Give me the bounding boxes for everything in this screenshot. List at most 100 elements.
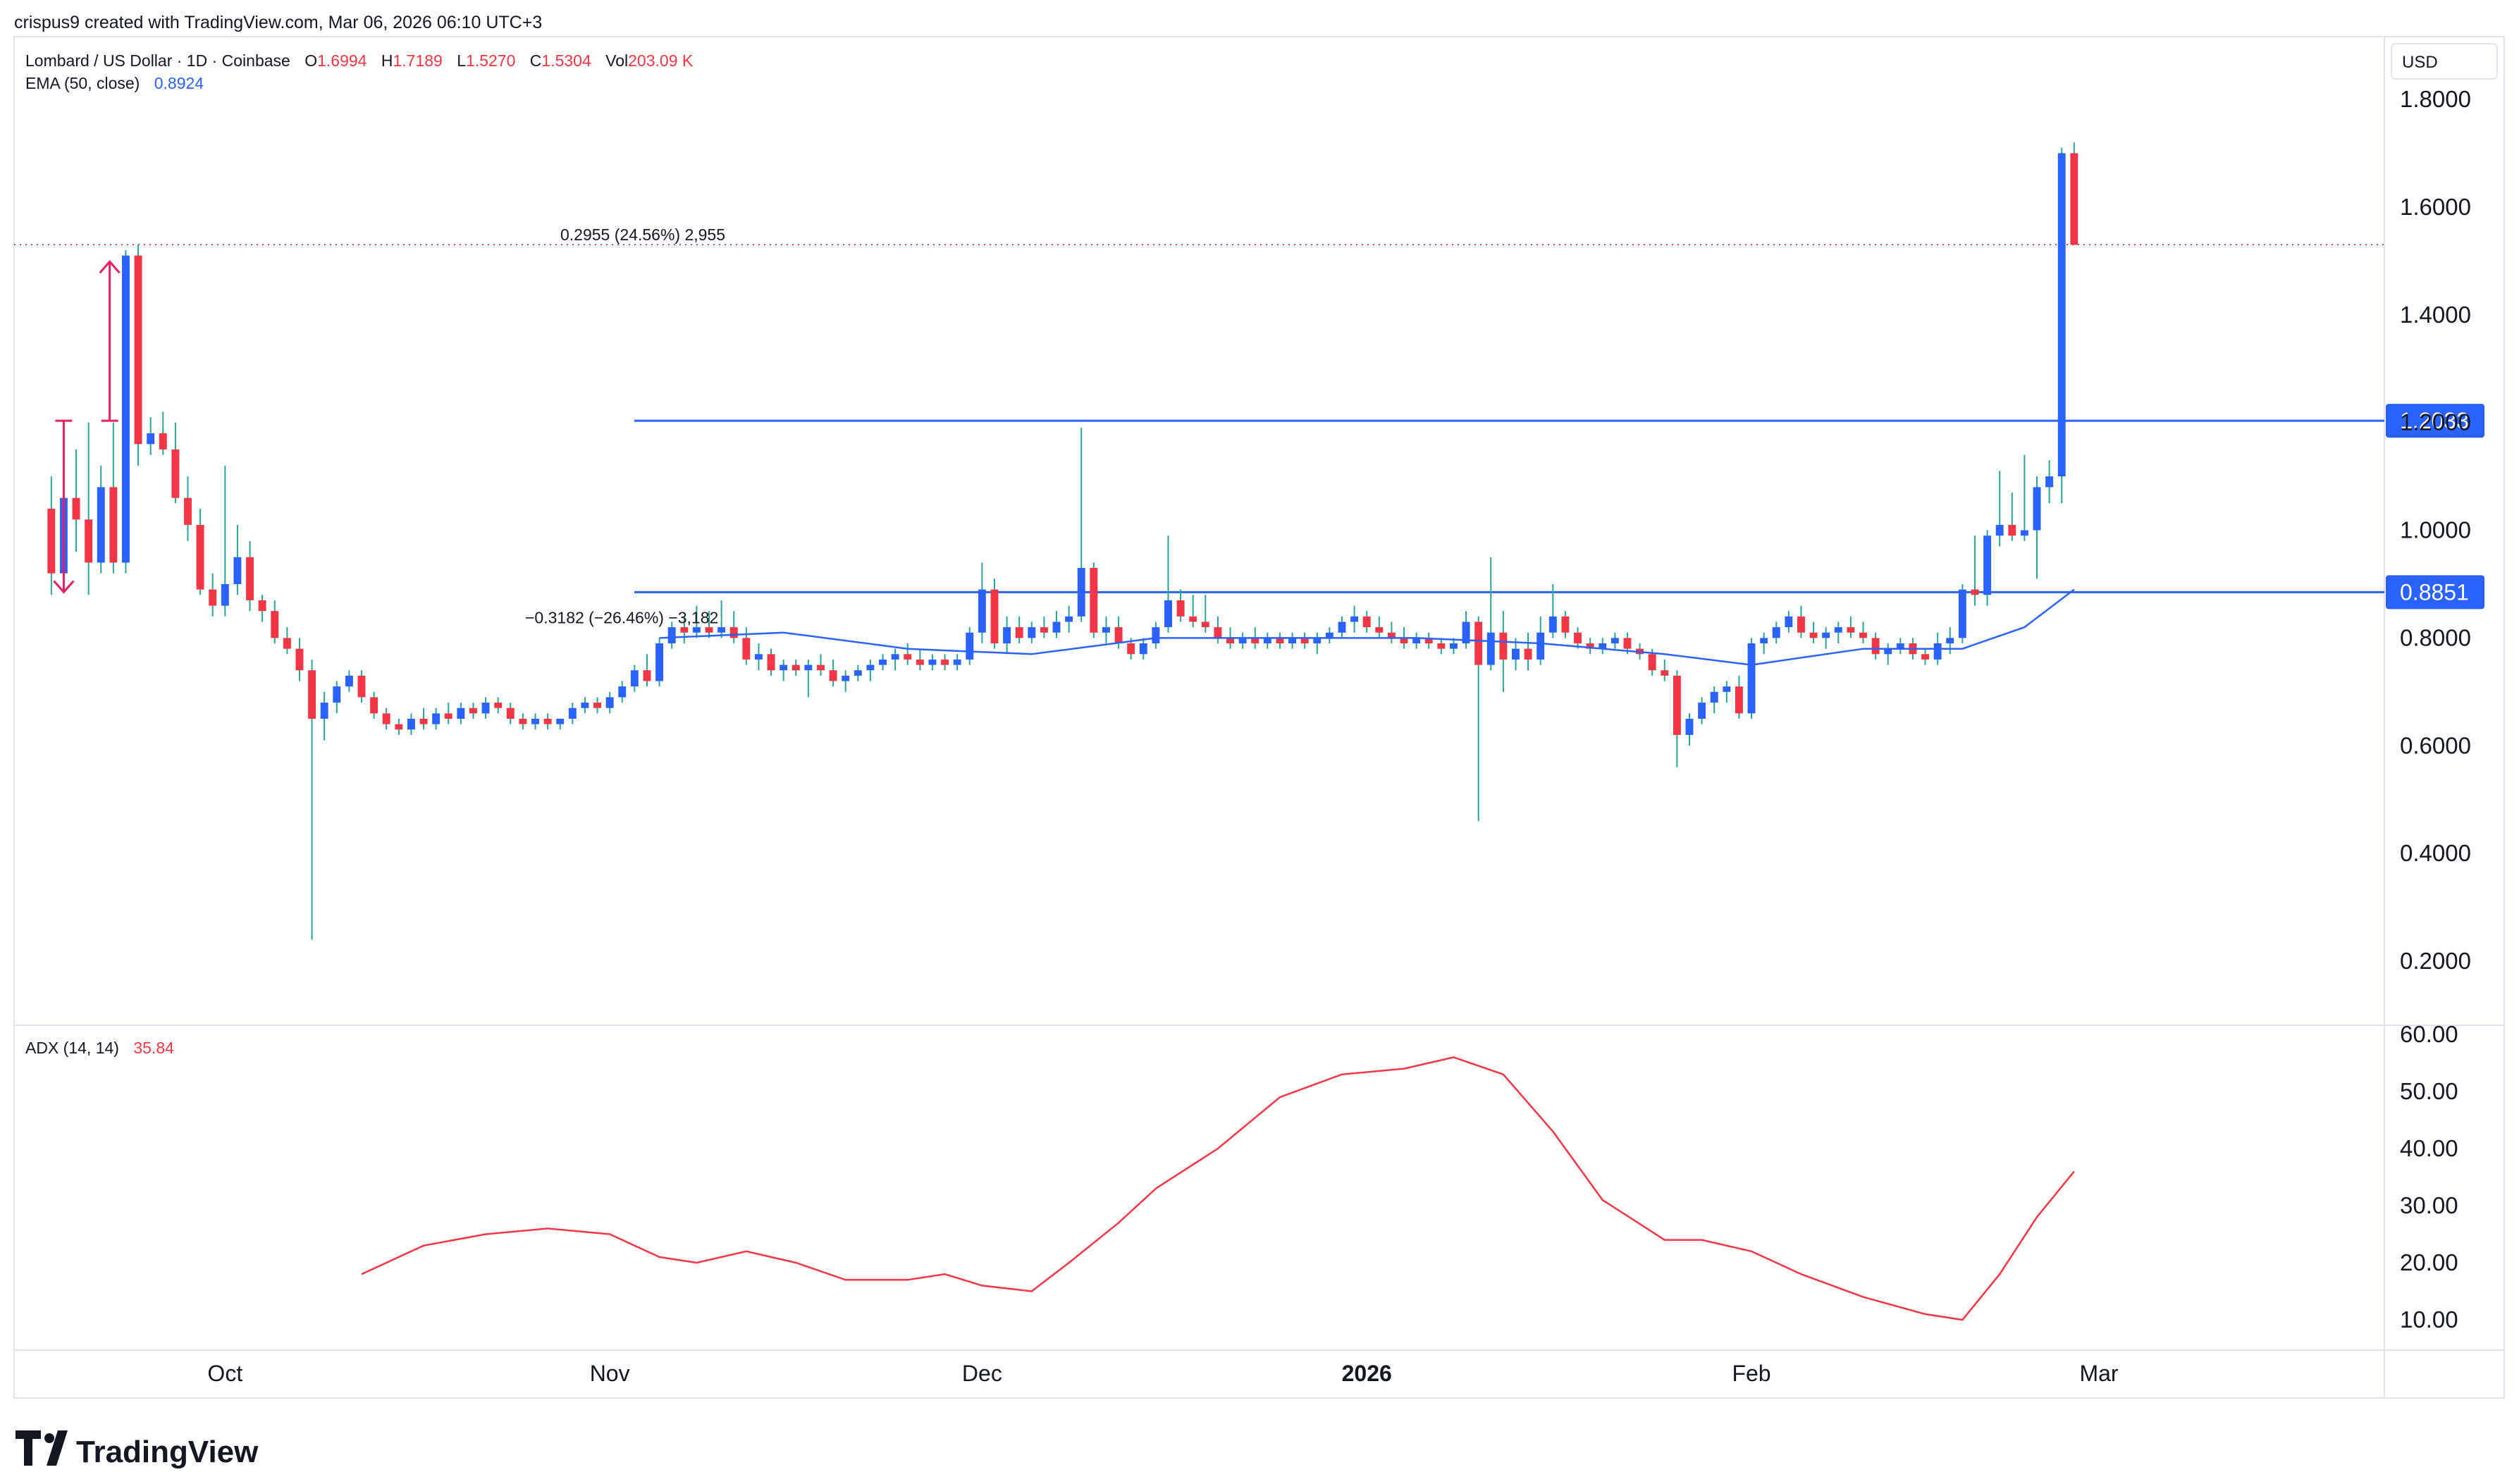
candle-body (928, 659, 937, 665)
candle-body (1114, 627, 1123, 644)
candle-body (481, 703, 490, 714)
credit-text: crispus9 created with TradingView.com, M… (14, 13, 542, 32)
candle-body (1623, 638, 1632, 649)
price-badge (2386, 575, 2484, 610)
candle-body (494, 703, 503, 708)
candle-body (1673, 675, 1681, 735)
price-tick-label: 1.8000 (2400, 86, 2471, 112)
candle-body (1412, 638, 1421, 644)
legend-l-value: 1.5270 (466, 51, 515, 70)
candle-body (1102, 627, 1110, 633)
candle-body (1610, 638, 1619, 644)
candle-body (1362, 616, 1371, 628)
candle-body (1449, 643, 1458, 649)
candle-body (1499, 632, 1508, 660)
candle-body (754, 654, 763, 660)
candle-body (1847, 627, 1855, 633)
ema-legend-row: EMA (50, close) 0.8924 (25, 74, 204, 92)
candle-body (1003, 627, 1011, 644)
candle-body (2057, 153, 2066, 477)
candle-body (1983, 536, 1992, 595)
candle-body (556, 719, 565, 724)
currency-badge[interactable] (2391, 43, 2498, 80)
candle-body (1226, 638, 1234, 644)
candle-body (829, 670, 837, 681)
candle-body (159, 433, 167, 450)
price-badge (2386, 404, 2484, 438)
price-tick-label: 0.2000 (2400, 948, 2471, 974)
candle-body (1524, 648, 1532, 660)
candle-body (1512, 648, 1520, 660)
candle-body (1214, 627, 1222, 638)
candle-body (842, 675, 850, 681)
candle-body (1834, 627, 1842, 633)
currency-label: USD (2402, 53, 2438, 72)
candle-body (295, 648, 304, 671)
adx-tick-label: 10.00 (2400, 1306, 2458, 1332)
adx-tick-label: 50.00 (2400, 1078, 2458, 1104)
price-tick-label: 1.4000 (2400, 302, 2471, 328)
candle-body (308, 670, 316, 719)
candle-body (1586, 643, 1594, 649)
ema-layer (659, 588, 2075, 666)
time-tick-label: Feb (1732, 1361, 1770, 1386)
candle-body (72, 497, 80, 520)
candle-body (1921, 654, 1929, 660)
candle-body (283, 638, 291, 649)
candle-body (1822, 632, 1830, 638)
legend-o-label: O (304, 51, 317, 70)
adx-legend-row: ADX (14, 14) 35.84 (25, 1039, 174, 1057)
candle-body (1052, 622, 1061, 633)
time-tick-label: 2026 (1342, 1361, 1392, 1386)
candle-body (1350, 616, 1359, 622)
candle-body (506, 707, 515, 719)
candle-body (1127, 643, 1135, 655)
candle-body (1437, 643, 1446, 649)
candle-body (184, 497, 192, 525)
candle-body (2070, 153, 2078, 245)
candle-body (1859, 632, 1867, 638)
candle-body (891, 654, 899, 660)
candle-body (568, 707, 577, 719)
candle-body (1685, 719, 1694, 735)
ema-legend-value: 0.8924 (154, 74, 204, 92)
legend-c-value: 1.5304 (541, 51, 591, 70)
candle-body (382, 713, 390, 724)
price-tick-label: 1.2000 (2400, 409, 2471, 435)
candle-body (1300, 638, 1309, 644)
candle-body (531, 719, 539, 724)
candle-body (581, 703, 589, 708)
ema-line (659, 588, 2075, 666)
candle-body (1486, 632, 1495, 665)
chart-frame (13, 36, 2505, 1399)
candle-body (1710, 691, 1718, 703)
candle-body (879, 659, 887, 665)
time-tick-label: Nov (590, 1361, 630, 1386)
candle-body (47, 508, 56, 574)
legend-vol-value: 203.09 K (628, 51, 694, 70)
candle-body (85, 519, 93, 563)
candle-body (1176, 600, 1185, 617)
candle-body (543, 719, 552, 724)
candle-body (1462, 622, 1470, 644)
candle-body (370, 697, 378, 714)
candle-body (990, 589, 999, 644)
candle-body (333, 686, 341, 703)
legend-h-label: H (381, 51, 393, 70)
candle-body (519, 719, 527, 724)
candle-body (630, 670, 639, 687)
candle-body (1263, 638, 1271, 644)
candle-body (904, 654, 912, 660)
candle-body (109, 487, 118, 563)
time-tick-label: Dec (962, 1361, 1002, 1386)
candles-layer (47, 142, 2078, 940)
candle-body (320, 703, 328, 719)
candle-body (1276, 638, 1284, 644)
adx-axis: 60.00 50.00 40.00 30.00 20.00 10.00 (2400, 1021, 2458, 1332)
legend-symbol: Lombard / US Dollar · 1D · Coinbase (25, 51, 290, 70)
candle-body (780, 664, 788, 671)
tradingview-logo: TradingView (16, 1430, 259, 1469)
candle-body (1040, 627, 1048, 633)
candle-body (1251, 638, 1260, 644)
